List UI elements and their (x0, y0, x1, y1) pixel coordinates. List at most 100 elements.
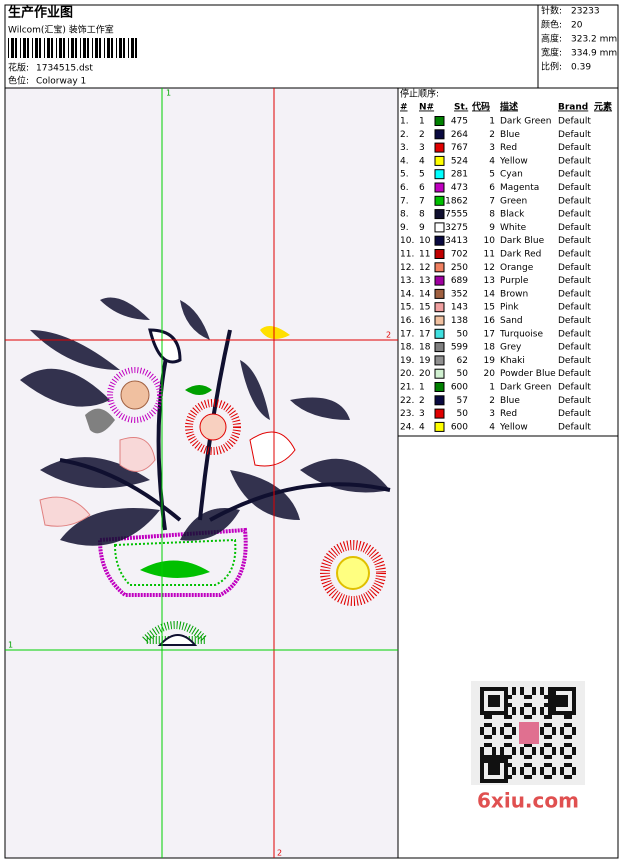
qr-module (492, 779, 496, 783)
qr-module (504, 711, 508, 715)
qr-module (480, 707, 484, 711)
qr-module (556, 695, 560, 699)
needle: 20 (419, 369, 431, 379)
qr-module (560, 751, 564, 755)
qr-module (500, 779, 504, 783)
qr-module (564, 703, 568, 707)
qr-module (556, 703, 560, 707)
color-swatch (434, 155, 445, 166)
qr-module (512, 731, 516, 735)
qr-module (544, 723, 548, 727)
qr-module (564, 695, 568, 699)
qr-module (512, 687, 516, 691)
stop-number: 23. (400, 409, 414, 419)
code: 14 (484, 289, 496, 299)
color-swatch (434, 382, 445, 392)
bar (80, 38, 81, 58)
qr-module (504, 687, 508, 691)
colorway-label: 色位: (8, 75, 29, 87)
stitches: 143 (451, 303, 468, 313)
stitches: 138 (451, 316, 468, 326)
qr-module (520, 711, 524, 715)
qr-module (552, 687, 556, 691)
qr-module (552, 699, 556, 703)
qr-module (500, 751, 504, 755)
qr-module (504, 755, 508, 759)
color-name: Dark Blue (500, 236, 545, 246)
stop-number: 9. (400, 223, 409, 233)
code: 18 (484, 343, 496, 353)
qr-module (500, 747, 504, 751)
bar (11, 38, 14, 58)
qr-module (544, 695, 548, 699)
stop-number: 3. (400, 143, 409, 153)
qr-module (568, 711, 572, 715)
qr-module (528, 703, 532, 707)
bar (15, 38, 17, 58)
stat-value: 323.2 mm (571, 35, 617, 45)
qr-module (484, 715, 488, 719)
stitches: 7555 (445, 210, 468, 220)
qr-code (471, 681, 585, 785)
bar (39, 38, 41, 58)
qr-module (548, 715, 552, 719)
guide-label: 1 (8, 641, 13, 650)
needle: 14 (419, 289, 431, 299)
qr-module (504, 699, 508, 703)
color-name: Magenta (500, 183, 539, 193)
qr-module (544, 735, 548, 739)
qr-module (488, 715, 492, 719)
qr-module (488, 735, 492, 739)
color-name: Red (500, 409, 517, 419)
code: 12 (484, 263, 495, 273)
qr-module (488, 779, 492, 783)
qr-module (496, 779, 500, 783)
needle: 19 (419, 356, 431, 366)
stop-number: 5. (400, 170, 409, 180)
color-name: Sand (500, 316, 523, 326)
qr-module (548, 699, 552, 703)
qr-module (572, 687, 576, 691)
brand: Default (558, 156, 591, 166)
brand: Default (558, 170, 591, 180)
qr-module (504, 763, 508, 767)
qr-module (484, 687, 488, 691)
qr-module (508, 755, 512, 759)
color-swatch (434, 116, 445, 126)
stitches: 352 (451, 289, 468, 299)
column-header: 元素 (594, 101, 612, 113)
bar (116, 38, 117, 58)
color-name: Dark Green (500, 117, 551, 127)
stitches: 57 (457, 396, 468, 406)
qr-module (520, 691, 524, 695)
bar (35, 38, 38, 58)
bar (32, 38, 33, 58)
qr-module (512, 727, 516, 731)
color-swatch (434, 302, 445, 313)
stop-number: 1. (400, 117, 409, 127)
bar (131, 38, 134, 58)
qr-module (544, 743, 548, 747)
qr-module (564, 711, 568, 715)
stitches: 475 (451, 117, 468, 127)
brand: Default (558, 210, 591, 220)
color-swatch (434, 315, 445, 326)
qr-module (496, 759, 500, 763)
stitches: 250 (451, 263, 468, 273)
qr-module (480, 759, 484, 763)
column-header: N# (419, 103, 434, 113)
column-header: # (400, 103, 408, 113)
qr-module (480, 763, 484, 767)
code: 13 (484, 276, 495, 286)
qr-module (512, 767, 516, 771)
qr-module (540, 771, 544, 775)
stop-number: 20. (400, 369, 414, 379)
qr-module (560, 695, 564, 699)
qr-module (508, 735, 512, 739)
stop-number: 19. (400, 356, 414, 366)
qr-module (488, 723, 492, 727)
qr-module (524, 703, 528, 707)
qr-module (544, 715, 548, 719)
qr-module (564, 755, 568, 759)
qr-module (560, 699, 564, 703)
